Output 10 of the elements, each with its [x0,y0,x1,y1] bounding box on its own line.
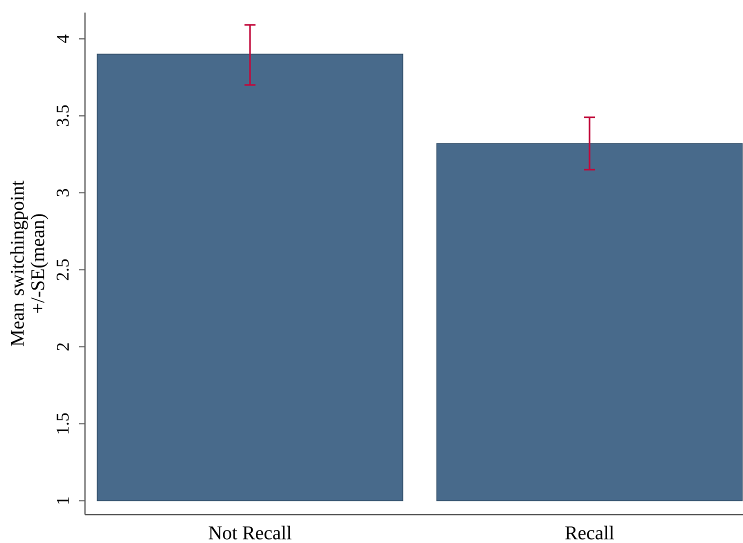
y-tick-label: 2.5 [56,259,69,280]
y-tick-label: 2 [56,343,69,350]
y-tick-label: 3.5 [56,105,69,126]
y-tick-label: 3 [56,188,69,196]
y-tick-label: 4 [56,34,69,43]
x-tick-label: Recall [565,526,614,540]
y-axis-title: Mean switchingpoint +/-SE(mean) [10,180,48,346]
x-tick-label: Not Recall [208,526,292,540]
y-tick-label: 1.5 [56,413,69,434]
y-tick-label: 1 [56,497,69,504]
